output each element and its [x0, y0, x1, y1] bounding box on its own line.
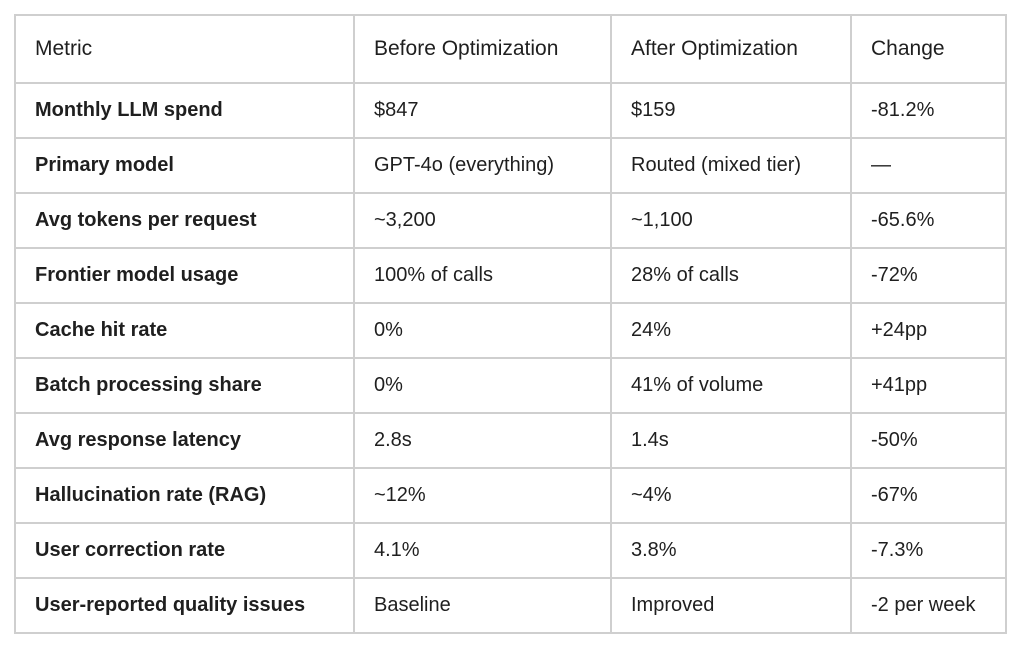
table-row: User-reported quality issues Baseline Im… — [14, 577, 1007, 634]
change-cell: +41pp — [850, 357, 1007, 414]
after-cell: 1.4s — [610, 412, 852, 469]
table-row: Cache hit rate 0% 24% +24pp — [14, 302, 1007, 359]
table-header: Metric Before Optimization After Optimiz… — [14, 14, 1007, 84]
header-change: Change — [850, 14, 1007, 84]
change-cell: — — [850, 137, 1007, 194]
metric-cell: Batch processing share — [14, 357, 355, 414]
change-cell: -67% — [850, 467, 1007, 524]
change-cell: +24pp — [850, 302, 1007, 359]
metric-cell: User-reported quality issues — [14, 577, 355, 634]
comparison-table-container: Metric Before Optimization After Optimiz… — [14, 14, 1007, 634]
optimization-comparison-table: Metric Before Optimization After Optimiz… — [14, 14, 1007, 634]
metric-cell: Monthly LLM spend — [14, 82, 355, 139]
metric-cell: User correction rate — [14, 522, 355, 579]
after-cell: Improved — [610, 577, 852, 634]
table-row: Frontier model usage 100% of calls 28% o… — [14, 247, 1007, 304]
change-cell: -50% — [850, 412, 1007, 469]
header-before-optimization: Before Optimization — [353, 14, 612, 84]
before-cell: 2.8s — [353, 412, 612, 469]
change-cell: -2 per week — [850, 577, 1007, 634]
table-row: Avg response latency 2.8s 1.4s -50% — [14, 412, 1007, 469]
before-cell: ~3,200 — [353, 192, 612, 249]
metric-cell: Frontier model usage — [14, 247, 355, 304]
before-cell: 0% — [353, 302, 612, 359]
before-cell: GPT-4o (everything) — [353, 137, 612, 194]
table-row: User correction rate 4.1% 3.8% -7.3% — [14, 522, 1007, 579]
table-row: Monthly LLM spend $847 $159 -81.2% — [14, 82, 1007, 139]
after-cell: 28% of calls — [610, 247, 852, 304]
after-cell: ~1,100 — [610, 192, 852, 249]
metric-cell: Primary model — [14, 137, 355, 194]
header-after-optimization: After Optimization — [610, 14, 852, 84]
after-cell: 24% — [610, 302, 852, 359]
table-row: Batch processing share 0% 41% of volume … — [14, 357, 1007, 414]
metric-cell: Cache hit rate — [14, 302, 355, 359]
change-cell: -7.3% — [850, 522, 1007, 579]
table-body: Monthly LLM spend $847 $159 -81.2% Prima… — [14, 82, 1007, 634]
before-cell: $847 — [353, 82, 612, 139]
header-row: Metric Before Optimization After Optimiz… — [14, 14, 1007, 84]
metric-cell: Avg response latency — [14, 412, 355, 469]
after-cell: ~4% — [610, 467, 852, 524]
before-cell: ~12% — [353, 467, 612, 524]
before-cell: Baseline — [353, 577, 612, 634]
after-cell: 41% of volume — [610, 357, 852, 414]
table-row: Primary model GPT-4o (everything) Routed… — [14, 137, 1007, 194]
metric-cell: Hallucination rate (RAG) — [14, 467, 355, 524]
table-row: Hallucination rate (RAG) ~12% ~4% -67% — [14, 467, 1007, 524]
after-cell: Routed (mixed tier) — [610, 137, 852, 194]
before-cell: 100% of calls — [353, 247, 612, 304]
before-cell: 0% — [353, 357, 612, 414]
header-metric: Metric — [14, 14, 355, 84]
table-row: Avg tokens per request ~3,200 ~1,100 -65… — [14, 192, 1007, 249]
change-cell: -65.6% — [850, 192, 1007, 249]
before-cell: 4.1% — [353, 522, 612, 579]
metric-cell: Avg tokens per request — [14, 192, 355, 249]
change-cell: -81.2% — [850, 82, 1007, 139]
after-cell: $159 — [610, 82, 852, 139]
after-cell: 3.8% — [610, 522, 852, 579]
change-cell: -72% — [850, 247, 1007, 304]
